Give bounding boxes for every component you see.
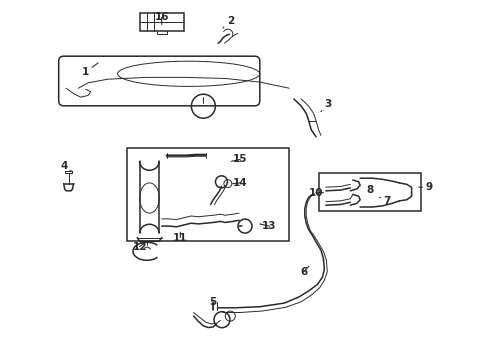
Text: 4: 4: [60, 161, 73, 172]
Bar: [140, 13, 184, 31]
Bar: [318, 173, 421, 211]
Text: 8: 8: [367, 185, 373, 195]
Text: 10: 10: [309, 188, 323, 198]
Text: 12: 12: [132, 242, 147, 252]
Text: 1: 1: [82, 63, 98, 77]
Text: 9: 9: [419, 182, 432, 192]
Text: 11: 11: [173, 232, 188, 243]
Text: 14: 14: [233, 178, 247, 188]
Text: 2: 2: [223, 16, 234, 28]
Text: 3: 3: [321, 99, 332, 112]
Text: 15: 15: [231, 154, 247, 165]
Text: 16: 16: [154, 12, 169, 24]
Text: 13: 13: [260, 221, 277, 231]
Text: 6: 6: [300, 266, 309, 277]
Bar: [127, 148, 289, 241]
Text: 5: 5: [210, 297, 217, 310]
Text: 7: 7: [380, 196, 391, 206]
